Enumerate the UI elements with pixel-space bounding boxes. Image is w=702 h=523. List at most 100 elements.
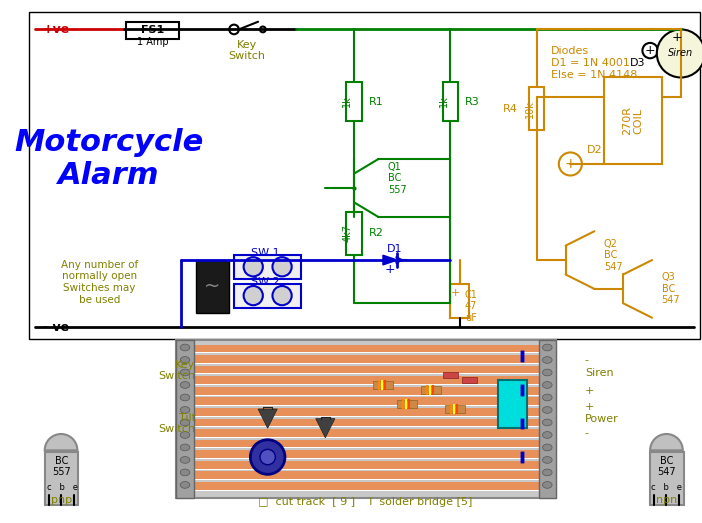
Text: 1k: 1k bbox=[439, 96, 449, 107]
Text: FS1: FS1 bbox=[140, 26, 164, 36]
Bar bbox=[186, 429, 546, 437]
Ellipse shape bbox=[180, 444, 190, 451]
Ellipse shape bbox=[180, 419, 190, 426]
Bar bbox=[234, 284, 301, 308]
Circle shape bbox=[272, 286, 291, 305]
Bar bbox=[186, 437, 546, 438]
Text: Q1
BC
557: Q1 BC 557 bbox=[388, 162, 406, 195]
Ellipse shape bbox=[180, 369, 190, 376]
Ellipse shape bbox=[543, 444, 552, 451]
Text: 270R
COIL: 270R COIL bbox=[622, 106, 644, 135]
Text: +: + bbox=[645, 44, 656, 57]
Bar bbox=[186, 397, 546, 405]
Text: D1: D1 bbox=[387, 244, 402, 254]
Text: Key
Switch: Key Switch bbox=[228, 40, 265, 61]
Ellipse shape bbox=[543, 382, 552, 389]
Bar bbox=[186, 416, 546, 417]
Bar bbox=[186, 405, 546, 406]
Bar bbox=[604, 77, 662, 164]
Text: Diodes
D1 = 1N 4001
Else = 1N 4148: Diodes D1 = 1N 4001 Else = 1N 4148 bbox=[551, 47, 637, 79]
Ellipse shape bbox=[180, 406, 190, 413]
Circle shape bbox=[230, 25, 239, 34]
Text: R3: R3 bbox=[465, 97, 479, 107]
Wedge shape bbox=[45, 434, 77, 450]
Ellipse shape bbox=[180, 382, 190, 389]
Text: 4k7: 4k7 bbox=[343, 224, 352, 242]
Circle shape bbox=[251, 440, 285, 474]
Bar bbox=[186, 387, 546, 394]
Circle shape bbox=[559, 152, 582, 176]
Text: 1 Amp: 1 Amp bbox=[136, 37, 168, 47]
Text: Siren: Siren bbox=[668, 49, 694, 59]
Bar bbox=[538, 340, 556, 498]
Text: Q3
BC
547: Q3 BC 547 bbox=[662, 272, 680, 305]
Bar bbox=[29, 12, 700, 339]
Bar bbox=[186, 461, 546, 469]
Text: Siren: Siren bbox=[585, 368, 614, 379]
Text: c   b   e: c b e bbox=[651, 483, 682, 492]
Ellipse shape bbox=[180, 469, 190, 476]
Bar bbox=[421, 386, 441, 394]
Text: Motorcycle
Alarm: Motorcycle Alarm bbox=[15, 128, 204, 190]
Bar bbox=[186, 373, 546, 374]
Ellipse shape bbox=[543, 469, 552, 476]
Polygon shape bbox=[316, 418, 335, 438]
Text: +: + bbox=[585, 386, 594, 396]
Ellipse shape bbox=[180, 457, 190, 463]
Bar bbox=[186, 363, 546, 364]
Ellipse shape bbox=[543, 406, 552, 413]
Bar bbox=[650, 452, 684, 505]
Text: Power: Power bbox=[585, 414, 618, 424]
Bar bbox=[186, 450, 546, 458]
Text: +: + bbox=[585, 402, 594, 412]
Text: C1
47
uF: C1 47 uF bbox=[465, 290, 477, 323]
Circle shape bbox=[260, 449, 275, 465]
Bar bbox=[186, 482, 546, 490]
Text: D2: D2 bbox=[587, 144, 602, 155]
Bar bbox=[529, 87, 545, 130]
Text: ~: ~ bbox=[204, 277, 220, 295]
Ellipse shape bbox=[543, 482, 552, 488]
Text: Key
Switch: Key Switch bbox=[159, 360, 196, 381]
Circle shape bbox=[272, 257, 291, 276]
Polygon shape bbox=[258, 409, 277, 428]
Text: -: - bbox=[585, 428, 589, 438]
Text: □  cut track  [ 9 ]    I  solder bridge [5]: □ cut track [ 9 ] I solder bridge [5] bbox=[258, 497, 472, 507]
Text: +: + bbox=[385, 263, 395, 276]
Ellipse shape bbox=[543, 394, 552, 401]
Bar bbox=[462, 377, 477, 383]
Bar bbox=[186, 469, 546, 470]
Text: 1k: 1k bbox=[343, 96, 352, 107]
Text: 10k: 10k bbox=[525, 100, 535, 118]
Text: SW 1: SW 1 bbox=[251, 248, 280, 258]
Bar bbox=[498, 380, 527, 428]
Bar bbox=[397, 400, 416, 408]
Bar bbox=[450, 284, 470, 317]
Text: - ve: - ve bbox=[44, 321, 69, 334]
Bar bbox=[176, 340, 194, 498]
Bar bbox=[126, 22, 179, 39]
Bar bbox=[45, 452, 79, 505]
Ellipse shape bbox=[543, 457, 552, 463]
Ellipse shape bbox=[543, 431, 552, 438]
Bar bbox=[186, 345, 546, 353]
Wedge shape bbox=[650, 434, 683, 450]
Ellipse shape bbox=[180, 482, 190, 488]
Text: SW 2: SW 2 bbox=[251, 277, 280, 287]
Bar bbox=[186, 426, 546, 427]
Circle shape bbox=[657, 29, 702, 77]
Bar bbox=[442, 372, 458, 378]
Bar bbox=[196, 260, 230, 313]
Bar bbox=[186, 377, 546, 384]
Bar bbox=[373, 381, 392, 389]
Ellipse shape bbox=[543, 369, 552, 376]
Text: BC
547: BC 547 bbox=[657, 456, 676, 477]
Text: pnp: pnp bbox=[51, 495, 72, 505]
Ellipse shape bbox=[180, 394, 190, 401]
Bar bbox=[186, 458, 546, 459]
Polygon shape bbox=[383, 255, 397, 265]
Text: c   b   e: c b e bbox=[46, 483, 77, 492]
Bar bbox=[186, 394, 546, 395]
Bar bbox=[442, 82, 458, 121]
Bar bbox=[186, 366, 546, 373]
